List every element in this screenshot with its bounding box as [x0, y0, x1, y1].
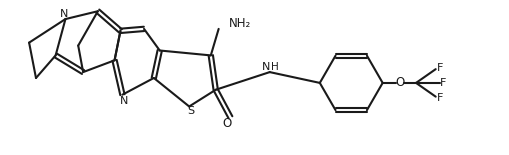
- Text: F: F: [436, 93, 443, 103]
- Text: S: S: [188, 106, 195, 116]
- Text: F: F: [436, 63, 443, 73]
- Text: NH₂: NH₂: [229, 18, 251, 31]
- Text: O: O: [222, 117, 231, 130]
- Text: N: N: [120, 96, 129, 106]
- Text: N: N: [262, 62, 270, 72]
- Text: F: F: [440, 78, 447, 88]
- Text: H: H: [271, 62, 278, 72]
- Text: N: N: [60, 9, 69, 19]
- Text: O: O: [395, 76, 405, 89]
